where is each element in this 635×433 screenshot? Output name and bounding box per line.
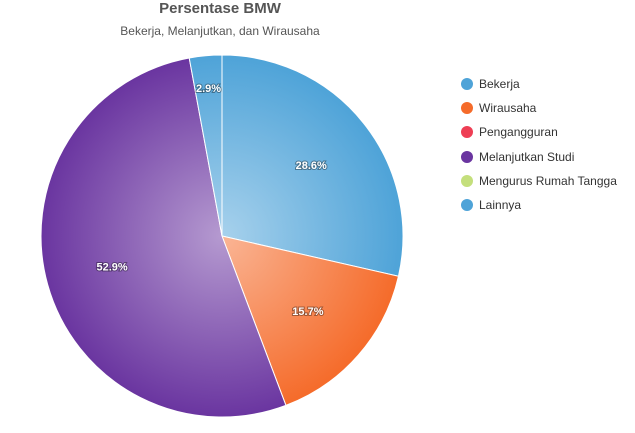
legend-marker-icon (461, 174, 473, 187)
legend: Bekerja Wirausaha Pengangguran Melanjutkan … (461, 72, 617, 217)
legend-marker-icon (461, 78, 473, 91)
chart-subtitle: Bekerja, Melanjutkan, dan Wirausaha (120, 24, 320, 38)
chart-title: Persentase BMW (159, 0, 281, 17)
legend-item-bekerja[interactable]: Bekerja (461, 72, 617, 96)
legend-item-pengangguran[interactable]: Pengangguran (461, 120, 617, 144)
legend-label: Wirausaha (479, 101, 537, 116)
legend-label: Mengurus Rumah Tangga (479, 173, 617, 188)
legend-item-wirausaha[interactable]: Wirausaha (461, 96, 617, 120)
legend-marker-icon (461, 102, 473, 115)
legend-item-lainnya[interactable]: Lainnya (461, 193, 617, 217)
pie-data-label: 52.9% (96, 262, 127, 274)
legend-label: Melanjutkan Studi (479, 149, 575, 164)
legend-label: Pengangguran (479, 125, 558, 140)
pie-slice-melanjutkan-studi[interactable] (40, 57, 287, 418)
legend-label: Bekerja (479, 77, 520, 92)
legend-marker-icon (461, 199, 473, 212)
pie-data-label: 15.7% (292, 306, 323, 318)
legend-label: Lainnya (479, 198, 522, 213)
legend-item-melanjutkan-studi[interactable]: Melanjutkan Studi (461, 145, 617, 169)
pie-slice-wirausaha[interactable] (221, 235, 400, 406)
pie-data-label: 2.9% (196, 83, 221, 95)
legend-marker-icon (461, 126, 473, 139)
legend-item-mengurus-rumah-tangga[interactable]: Mengurus Rumah Tangga (461, 169, 617, 193)
legend-marker-icon (461, 150, 473, 163)
pie-slice-bekerja[interactable] (221, 54, 404, 277)
pie-data-label: 28.6% (296, 160, 327, 172)
pie-slice-lainnya[interactable] (188, 54, 223, 237)
